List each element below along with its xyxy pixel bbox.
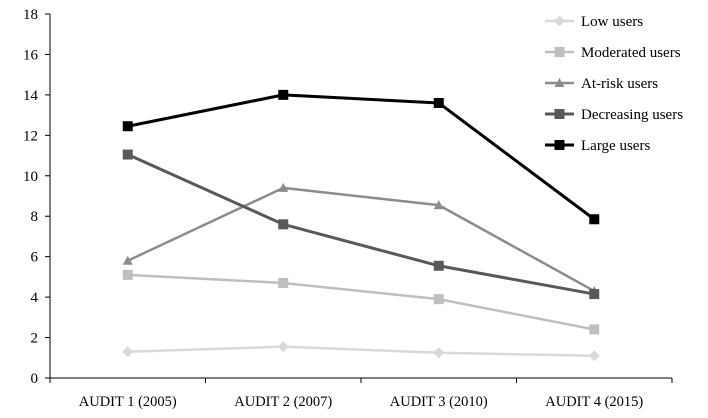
data-point: [278, 89, 289, 100]
x-tick-label: AUDIT 2 (2007): [234, 394, 332, 410]
legend-marker: [554, 78, 565, 87]
y-tick-label: 16: [23, 47, 39, 63]
series-moderated-users: [122, 269, 600, 335]
legend-label: At-risk users: [581, 76, 658, 92]
series-line: [127, 93, 596, 221]
data-point: [122, 149, 133, 160]
legend-label: Large users: [581, 138, 650, 154]
series-line: [127, 345, 595, 358]
y-tick-label: 4: [31, 290, 39, 306]
data-point: [588, 350, 600, 362]
y-tick-label: 6: [31, 250, 39, 266]
legend-item: Moderated users: [545, 45, 681, 61]
x-axis: AUDIT 1 (2005) AUDIT 2 (2007) AUDIT 3 (201…: [49, 377, 673, 410]
legend-marker: [554, 109, 565, 119]
series-line: [127, 153, 595, 296]
data-point: [278, 277, 289, 288]
y-tick-label: 0: [31, 371, 39, 387]
legend-label: Moderated users: [581, 45, 681, 61]
data-point: [278, 219, 289, 230]
x-tick-label: AUDIT 1 (2005): [79, 394, 177, 410]
data-point: [589, 289, 600, 300]
legend-marker: [554, 47, 565, 57]
series-line: [127, 273, 595, 331]
legend-item: At-risk users: [545, 76, 658, 92]
legend-item: Decreasing users: [545, 107, 683, 123]
legend-label: Low users: [581, 14, 643, 30]
x-tick-label: AUDIT 3 (2010): [390, 394, 488, 410]
data-point: [433, 97, 444, 108]
y-tick-label: 8: [31, 209, 39, 225]
data-point: [122, 255, 133, 265]
legend-item: Low users: [545, 14, 643, 30]
series-low-users: [122, 341, 600, 362]
data-point: [433, 347, 445, 359]
data-point: [589, 324, 600, 335]
series-layer: [122, 89, 600, 362]
y-tick-label: 14: [23, 88, 39, 104]
y-tick-label: 18: [23, 7, 38, 23]
series-decreasing-users: [122, 149, 600, 300]
data-point: [122, 346, 134, 358]
y-tick-label: 10: [23, 169, 38, 185]
data-point: [122, 121, 133, 132]
legend-label: Decreasing users: [581, 107, 683, 123]
legend: Low users Moderated users At-risk users Dec…: [545, 14, 683, 154]
data-point: [122, 269, 133, 280]
y-tick-label: 2: [31, 331, 39, 347]
series-line: [127, 186, 595, 293]
data-point: [433, 260, 444, 271]
legend-marker: [554, 140, 565, 150]
data-point: [277, 341, 289, 353]
legend-marker: [554, 15, 565, 27]
x-tick-label: AUDIT 4 (2015): [545, 394, 643, 410]
data-point: [278, 182, 289, 192]
data-point: [433, 200, 444, 210]
legend-item: Large users: [545, 138, 650, 154]
y-axis: 0 2 4 6 8 10 12 14 16 18: [23, 7, 51, 387]
data-point: [589, 214, 600, 225]
series-large-users: [122, 89, 600, 225]
y-tick-label: 12: [23, 128, 38, 144]
data-point: [433, 294, 444, 305]
